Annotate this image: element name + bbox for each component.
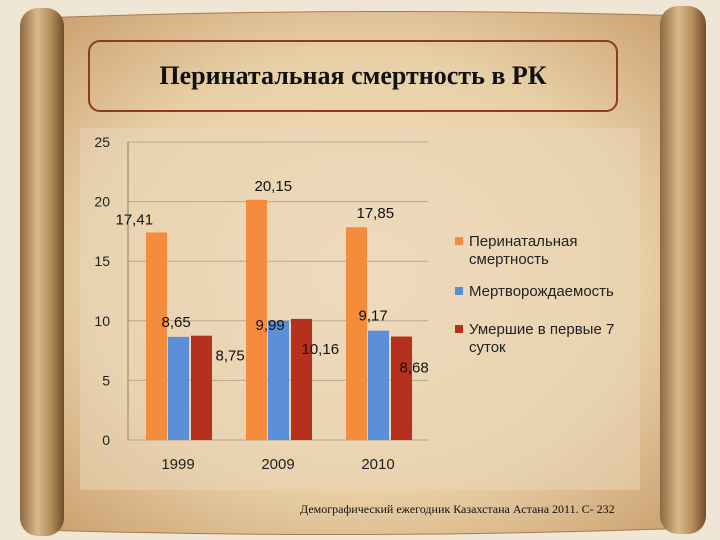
y-tick-label: 5 bbox=[102, 372, 110, 388]
data-label: 20,15 bbox=[255, 178, 293, 195]
legend-swatch bbox=[455, 237, 463, 245]
x-tick-label: 2009 bbox=[261, 456, 294, 473]
y-tick-label: 25 bbox=[94, 134, 110, 150]
bar bbox=[146, 232, 167, 440]
x-tick-label: 2010 bbox=[361, 456, 394, 473]
data-label: 8,75 bbox=[216, 348, 245, 365]
data-label: 10,16 bbox=[302, 341, 340, 358]
data-label: 9,17 bbox=[359, 308, 388, 325]
legend-label: Мертворождаемость bbox=[469, 283, 614, 300]
data-label: 17,41 bbox=[116, 211, 154, 228]
bar bbox=[391, 336, 412, 440]
legend-swatch bbox=[455, 325, 463, 333]
bar bbox=[346, 227, 367, 440]
bar bbox=[268, 320, 289, 440]
bar bbox=[291, 318, 312, 440]
y-tick-label: 15 bbox=[94, 253, 110, 269]
data-label: 17,85 bbox=[357, 205, 395, 222]
x-tick-label: 1999 bbox=[161, 456, 194, 473]
slide-title: Перинатальная смертность в РК bbox=[159, 61, 547, 90]
legend-label: Умершие в первые 7 суток bbox=[469, 321, 614, 356]
data-label: 8,65 bbox=[162, 314, 191, 331]
bar bbox=[368, 330, 389, 440]
legend-swatch bbox=[455, 287, 463, 295]
bar bbox=[168, 336, 189, 440]
y-tick-label: 10 bbox=[94, 313, 110, 329]
bar bbox=[246, 199, 267, 440]
legend-label: Перинатальная смертность bbox=[469, 233, 578, 268]
y-tick-label: 0 bbox=[102, 432, 110, 448]
data-label: 8,68 bbox=[400, 360, 429, 377]
data-label: 9,99 bbox=[256, 317, 285, 334]
y-tick-label: 20 bbox=[94, 194, 110, 210]
bar-chart: 0 5 10 15 20 25 17,41 20,15 17,85 8,65 9,99 9,17 8,7… bbox=[80, 128, 640, 490]
title-frame: Перинатальная смертность в РК bbox=[88, 40, 618, 112]
bar bbox=[191, 335, 212, 440]
source-note: Демографический ежегодник Казахстана Аст… bbox=[300, 502, 615, 516]
